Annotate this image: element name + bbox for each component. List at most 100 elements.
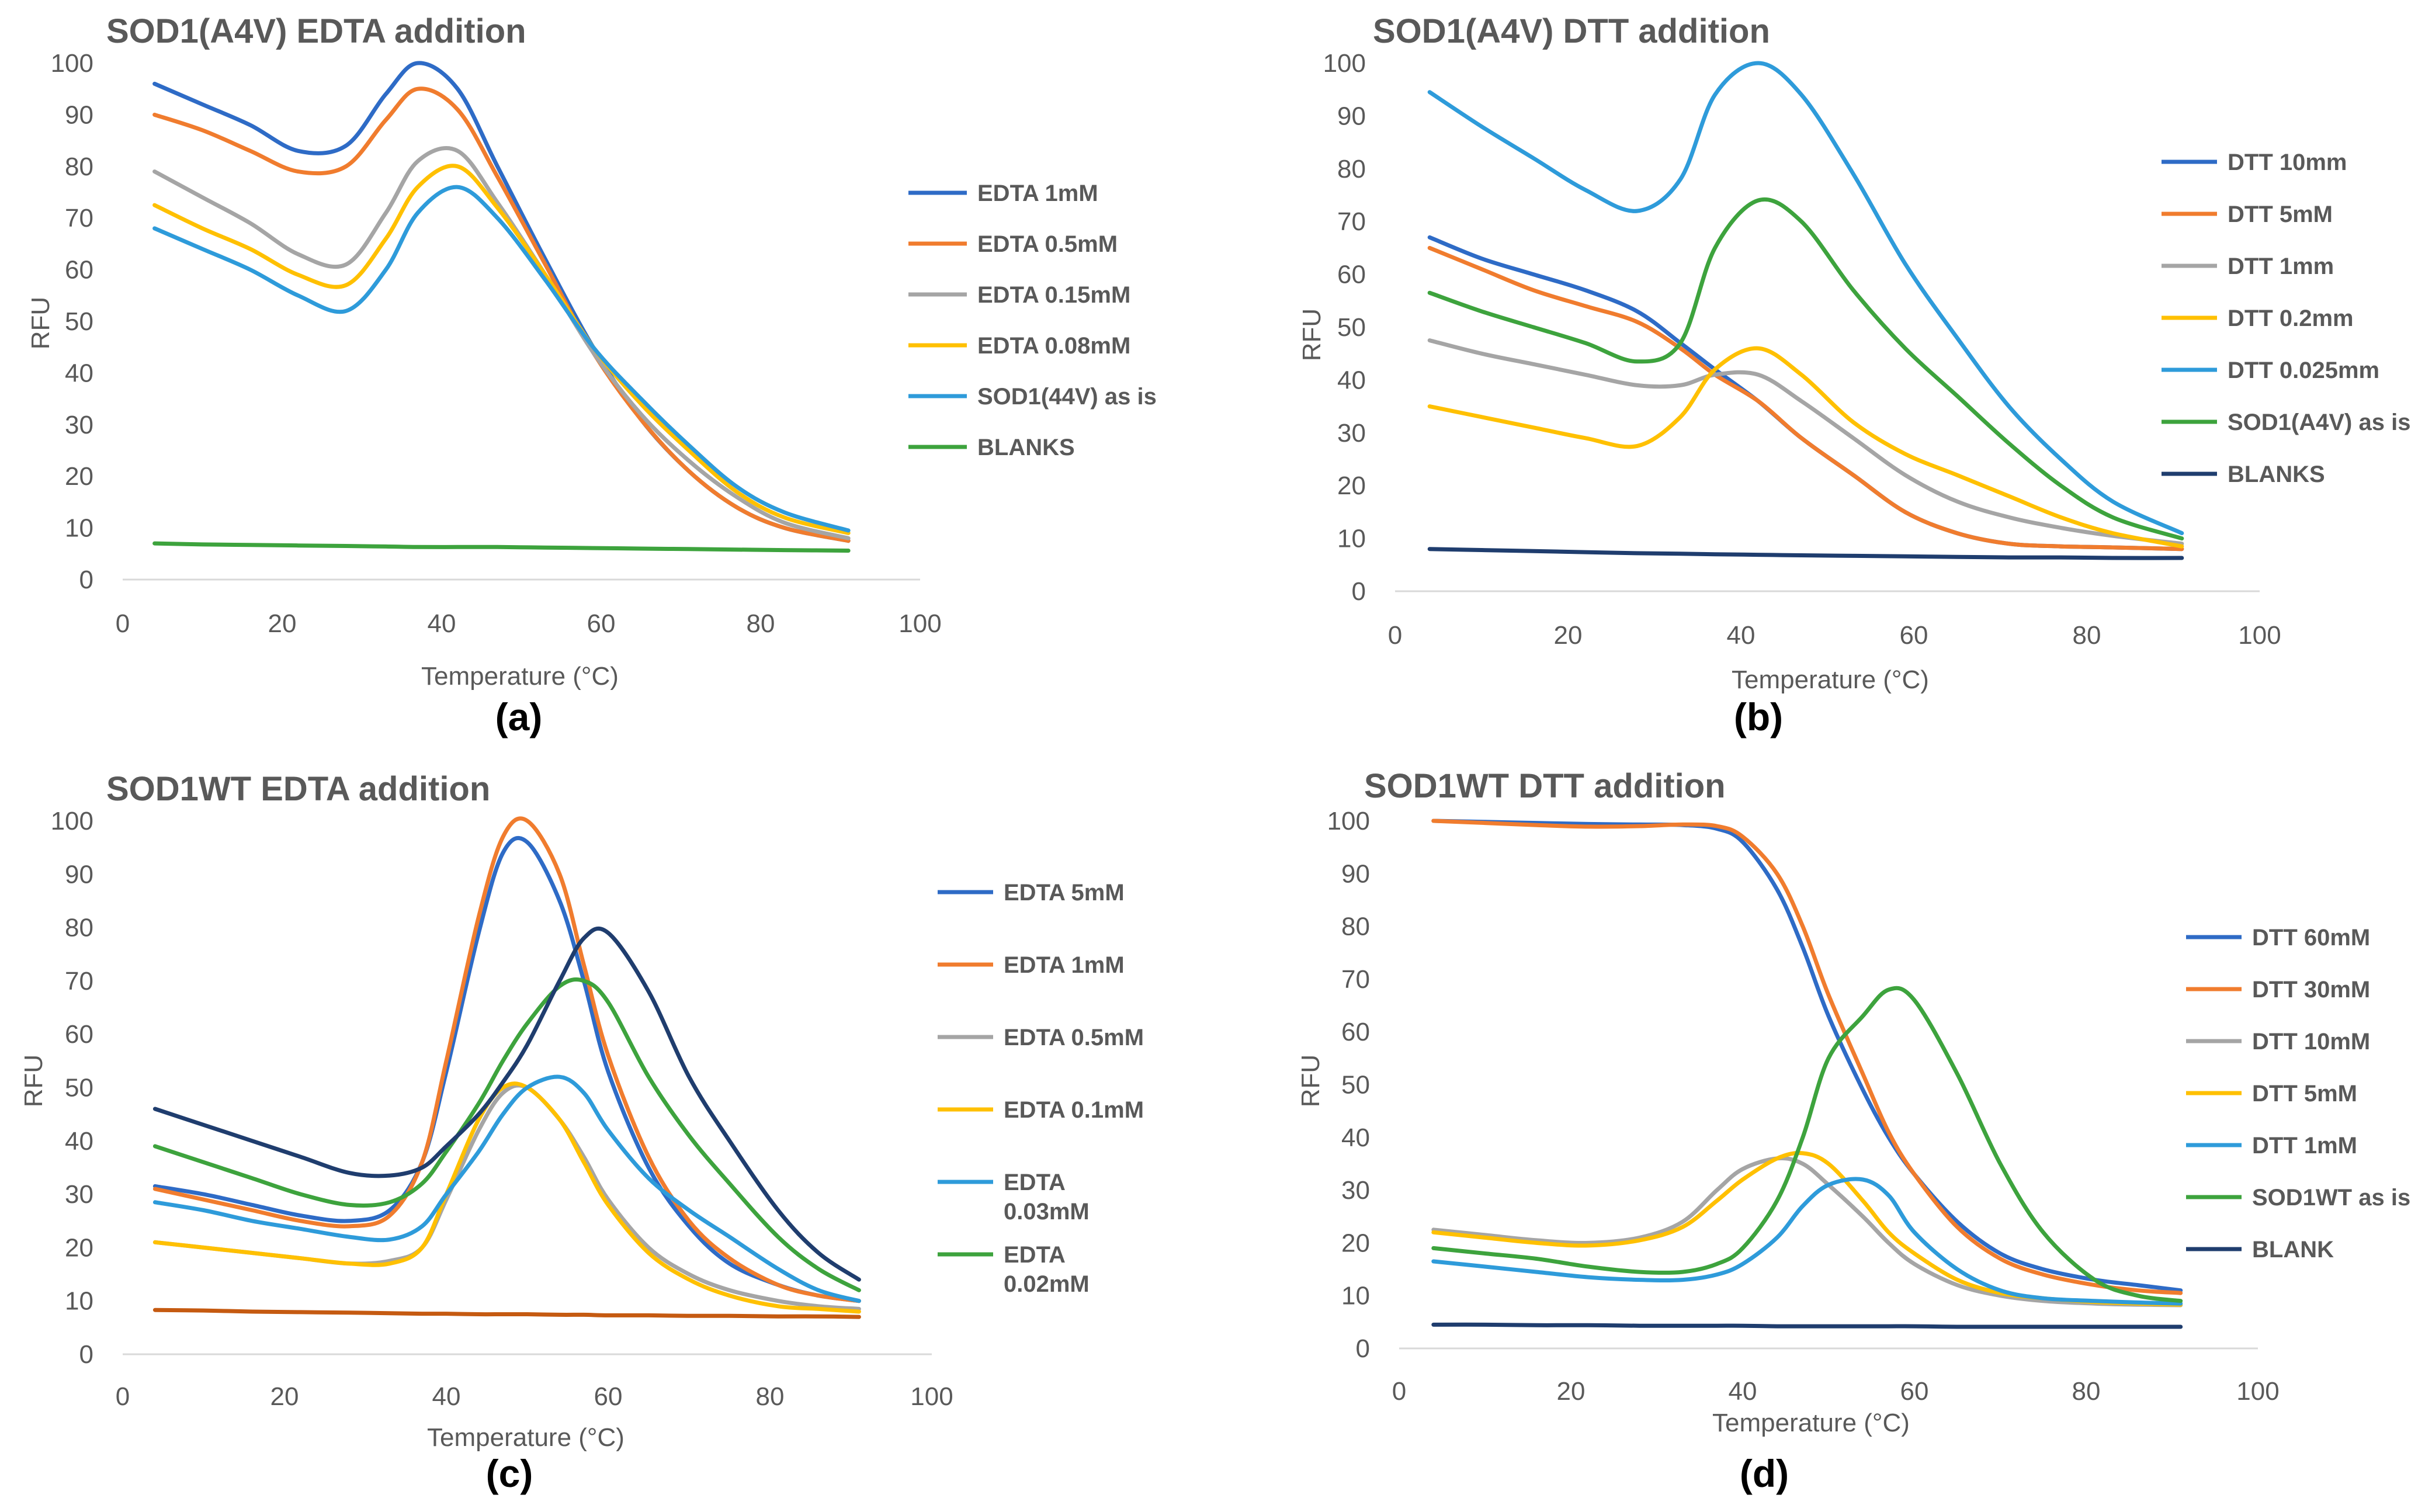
x-tick-label: 20 xyxy=(1554,621,1583,650)
legend-entry: EDTA 5mM xyxy=(1004,880,1125,906)
legend-entry: BLANKS xyxy=(977,435,1075,460)
legend-entry: SOD1WT as is xyxy=(2252,1185,2410,1211)
y-tick-label: 90 xyxy=(65,100,93,129)
x-tick-label: 100 xyxy=(910,1382,953,1411)
plot-area xyxy=(1427,61,2184,560)
x-tick-label: 100 xyxy=(2236,1377,2279,1406)
legend: DTT 10mm DTT 5mM DTT 1mm DTT 0.2mm DTT 0.025… xyxy=(2162,150,2410,487)
y-tick-label: 20 xyxy=(1337,471,1366,500)
legend-entry: DTT 5mM xyxy=(2252,1081,2357,1107)
y-tick-label: 60 xyxy=(65,1020,93,1049)
series-line-7 xyxy=(152,926,861,1282)
y-tick-label: 40 xyxy=(1341,1123,1370,1152)
y-tick-label: 50 xyxy=(65,307,93,336)
series-line-6 xyxy=(1427,197,2184,541)
x-axis-label: Temperature (°C) xyxy=(421,662,619,691)
panel-title: SOD1WT EDTA addition xyxy=(106,770,490,808)
legend-entry: DTT 10mm xyxy=(2228,150,2347,175)
y-tick-label: 10 xyxy=(1341,1282,1370,1310)
legend-entry: DTT 10mM xyxy=(2252,1029,2370,1055)
y-tick-label: 30 xyxy=(65,411,93,439)
y-axis-label: RFU xyxy=(26,297,55,349)
y-tick-label: 0 xyxy=(1352,577,1366,606)
y-tick-label: 70 xyxy=(65,967,93,996)
legend-entry: DTT 60mM xyxy=(2252,925,2370,951)
y-tick-label: 90 xyxy=(1341,859,1370,888)
y-tick-label: 0 xyxy=(79,1340,93,1369)
y-tick-labels: 0 10 20 30 40 50 60 70 80 90 100 xyxy=(1323,49,1366,606)
x-tick-label: 20 xyxy=(268,609,297,638)
legend-entry: EDTA 0.02mM xyxy=(1004,1242,1090,1297)
plot-area xyxy=(152,816,861,1319)
legend-entry: DTT 1mm xyxy=(2228,254,2334,279)
x-axis-label: Temperature (°C) xyxy=(427,1423,625,1452)
y-tick-label: 30 xyxy=(1341,1176,1370,1205)
legend-entry: BLANKS xyxy=(2228,462,2325,487)
y-tick-label: 40 xyxy=(65,1127,93,1156)
y-tick-label: 10 xyxy=(65,1287,93,1316)
y-tick-label: 80 xyxy=(1341,913,1370,941)
y-tick-label: 70 xyxy=(65,204,93,233)
x-tick-label: 100 xyxy=(2238,621,2281,650)
y-tick-label: 10 xyxy=(65,514,93,543)
series-line-6 xyxy=(152,541,851,553)
y-tick-label: 10 xyxy=(1337,525,1366,553)
y-tick-label: 0 xyxy=(1356,1334,1370,1363)
x-tick-label: 80 xyxy=(2072,1377,2101,1406)
y-tick-label: 20 xyxy=(65,462,93,491)
series-line-2 xyxy=(1431,819,2183,1295)
series-line-1 xyxy=(1427,235,2184,552)
series-line-3 xyxy=(1431,1156,2183,1308)
x-tick-label: 60 xyxy=(594,1382,623,1411)
x-tick-label: 20 xyxy=(1557,1377,1586,1406)
series-line-2 xyxy=(1427,245,2184,552)
x-tick-label: 40 xyxy=(432,1382,461,1411)
series-line-1 xyxy=(152,61,851,543)
series-line-8 xyxy=(152,1308,861,1319)
y-tick-label: 100 xyxy=(1323,49,1366,78)
series-line-5 xyxy=(1427,61,2184,536)
legend-entry: BLANK xyxy=(2252,1237,2334,1263)
legend-entry: EDTA 0.5mM xyxy=(1004,1025,1144,1050)
legend-entry: EDTA 0.08mM xyxy=(977,333,1130,359)
x-axis-label: Temperature (°C) xyxy=(1732,665,1929,694)
x-tick-label: 0 xyxy=(116,609,130,638)
legend-entry: EDTA 1mM xyxy=(977,181,1098,206)
y-tick-label: 0 xyxy=(79,566,93,594)
series-line-4 xyxy=(152,1081,861,1314)
y-tick-label: 50 xyxy=(65,1074,93,1102)
series-line-7 xyxy=(1431,1322,2183,1329)
legend-entry: SOD1(44V) as is xyxy=(977,384,1157,410)
y-tick-label: 40 xyxy=(1337,366,1366,394)
series-line-4 xyxy=(152,164,851,535)
panel-c: SOD1WT EDTA addition (c) Temperature (°C… xyxy=(19,770,1144,1495)
legend-entry: EDTA 0.1mM xyxy=(1004,1097,1144,1123)
x-tick-label: 60 xyxy=(1900,621,1928,650)
x-tick-labels: 0 20 40 60 80 100 xyxy=(1392,1377,2280,1406)
series-line-2 xyxy=(152,816,861,1303)
x-axis-label: Temperature (°C) xyxy=(1712,1409,1910,1437)
y-tick-label: 60 xyxy=(1337,261,1366,289)
y-tick-labels: 0 10 20 30 40 50 60 70 80 90 100 xyxy=(1327,807,1370,1363)
legend-entry: EDTA 1mM xyxy=(1004,952,1125,978)
y-tick-label: 60 xyxy=(1341,1018,1370,1046)
y-tick-label: 30 xyxy=(1337,419,1366,448)
legend-entry: EDTA 0.03mM xyxy=(1004,1170,1090,1225)
y-tick-label: 90 xyxy=(65,860,93,889)
x-tick-label: 100 xyxy=(898,609,941,638)
y-tick-label: 20 xyxy=(65,1233,93,1262)
panel-d: SOD1WT DTT addition (d) Temperature (°C)… xyxy=(1296,767,2410,1495)
legend-entry: DTT 0.2mm xyxy=(2228,306,2354,331)
x-tick-label: 80 xyxy=(756,1382,785,1411)
y-tick-label: 100 xyxy=(1327,807,1370,835)
series-line-3 xyxy=(152,146,851,540)
series-line-1 xyxy=(152,835,861,1303)
x-tick-label: 0 xyxy=(1388,621,1402,650)
plot-area xyxy=(152,61,851,553)
x-tick-label: 80 xyxy=(747,609,775,638)
series-line-3 xyxy=(1427,338,2184,546)
y-tick-label: 70 xyxy=(1341,965,1370,994)
panel-title: SOD1(A4V) DTT addition xyxy=(1373,12,1770,50)
legend: EDTA 1mM EDTA 0.5mM EDTA 0.15mM EDTA 0.08mM… xyxy=(908,181,1157,460)
y-tick-label: 50 xyxy=(1337,313,1366,342)
